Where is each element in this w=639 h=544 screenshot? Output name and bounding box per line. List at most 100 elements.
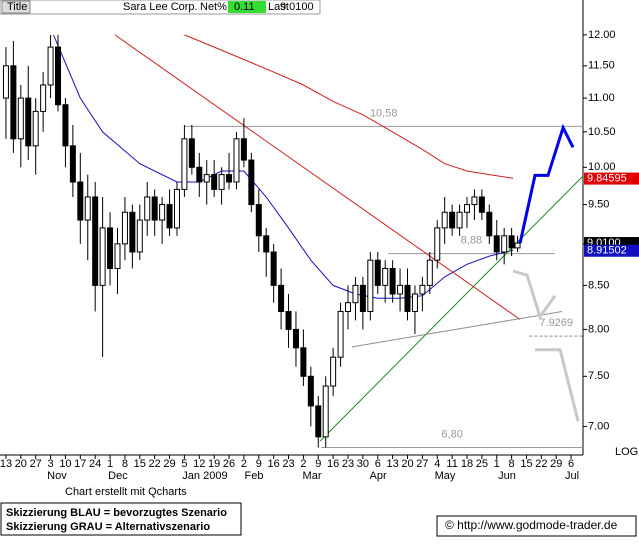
- y-tick-label: 7.50: [588, 370, 609, 382]
- x-tick-label: 23: [282, 458, 294, 470]
- month-label: Mar: [303, 470, 322, 482]
- candle-body: [114, 243, 121, 269]
- candle-body: [218, 174, 225, 190]
- candle-body: [10, 65, 17, 140]
- x-tick-label: 8: [509, 458, 515, 470]
- candle-body: [69, 145, 76, 183]
- y-tick-label: 10.50: [588, 126, 616, 138]
- plot: 12.0011.5011.0010.5010.009.509.008.508.0…: [0, 0, 639, 482]
- month-label: May: [435, 470, 456, 482]
- candle-body: [136, 219, 143, 253]
- candle-body: [173, 188, 180, 229]
- candle-body: [55, 46, 62, 106]
- candle-body: [478, 196, 485, 213]
- legend-blue: Skizzierung BLAU = bevorzugtes Szenario: [6, 507, 227, 519]
- x-tick-label: 16: [268, 458, 280, 470]
- y-tick-label: 11.50: [588, 60, 615, 72]
- candle-body: [47, 46, 54, 86]
- last-value: 9.0100: [280, 1, 314, 13]
- candle-body: [188, 138, 195, 168]
- candle-body: [129, 211, 136, 253]
- x-tick-label: 22: [149, 458, 161, 470]
- candle-body: [25, 97, 32, 147]
- candle-body: [441, 211, 448, 229]
- y-tick-label: 12.00: [588, 29, 616, 41]
- x-tick-label: 18: [461, 458, 473, 470]
- candle-body: [322, 385, 329, 438]
- level-label: 10,58: [370, 107, 398, 119]
- candle-body: [211, 174, 218, 190]
- price-tag-label: 8.91502: [587, 245, 627, 257]
- candle-body: [463, 204, 470, 213]
- candle-body: [107, 227, 114, 269]
- title-tab-text: Title: [7, 1, 27, 13]
- x-tick-label: 9: [315, 458, 321, 470]
- line-series: [319, 175, 584, 442]
- candle-body: [337, 310, 344, 358]
- candle-body: [449, 211, 456, 229]
- candle-body: [255, 204, 262, 237]
- month-label: Jul: [565, 470, 579, 482]
- candle-body: [411, 293, 418, 312]
- candle-body: [389, 267, 396, 295]
- candle-body: [263, 235, 270, 253]
- x-tick-label: 8: [122, 458, 128, 470]
- x-tick-label: 6: [375, 458, 381, 470]
- candle-body: [240, 138, 247, 161]
- candle-body: [300, 347, 307, 377]
- x-tick-label: 24: [89, 458, 101, 470]
- candle-body: [77, 181, 84, 221]
- candle-body: [419, 284, 426, 295]
- candle-body: [359, 284, 366, 312]
- x-tick-label: 10: [59, 458, 71, 470]
- x-tick-label: 12: [193, 458, 205, 470]
- line-series: [351, 311, 563, 348]
- net-value: 0.11: [234, 1, 255, 13]
- legend-gray: Skizzierung GRAU = Alternativszenario: [6, 521, 210, 533]
- candle-body: [121, 211, 128, 245]
- x-tick-label: 19: [208, 458, 220, 470]
- month-label: Jun: [498, 470, 516, 482]
- x-tick-label: 30: [357, 458, 369, 470]
- x-tick-label: 15: [520, 458, 532, 470]
- url[interactable]: © http://www.godmode-trader.de: [445, 518, 618, 532]
- candle-body: [32, 110, 39, 147]
- title-tab[interactable]: [1, 0, 31, 14]
- month-label: Nov: [47, 470, 67, 482]
- stock-name: Sara Lee Corp.: [123, 1, 198, 13]
- x-tick-label: 27: [30, 458, 42, 470]
- candle-body: [233, 138, 240, 183]
- x-tick-label: 13: [387, 458, 399, 470]
- x-tick-label: 23: [342, 458, 354, 470]
- candle-body: [144, 196, 151, 221]
- x-tick-label: 25: [476, 458, 488, 470]
- month-label: Feb: [245, 470, 264, 482]
- x-tick-label: 26: [223, 458, 235, 470]
- x-tick-label: 3: [48, 458, 54, 470]
- y-tick-label: 7.00: [588, 420, 609, 432]
- candle-body: [151, 196, 158, 221]
- credit: Chart erstellt mit Qcharts: [65, 486, 187, 498]
- x-tick-label: 6: [568, 458, 574, 470]
- month-label: Apr: [369, 470, 386, 482]
- price-tag: [584, 172, 639, 185]
- x-tick-label: 20: [401, 458, 413, 470]
- x-tick-label: 5: [181, 458, 187, 470]
- x-tick-label: 15: [134, 458, 146, 470]
- candle-body: [471, 196, 478, 206]
- y-tick-label: 8.50: [588, 279, 609, 291]
- x-tick-label: 4: [434, 458, 440, 470]
- candle-body: [456, 211, 463, 229]
- candle-body: [196, 166, 203, 183]
- legend-box: [0, 502, 242, 536]
- candle-body: [278, 284, 285, 312]
- candle-body: [367, 259, 374, 312]
- x-tick-label: 13: [0, 458, 12, 470]
- x-tick-label: 17: [74, 458, 86, 470]
- level-label: 8,88: [461, 235, 482, 247]
- y-tick-label: 9.50: [588, 198, 609, 210]
- candle-body: [226, 174, 233, 183]
- candle-body: [307, 375, 314, 407]
